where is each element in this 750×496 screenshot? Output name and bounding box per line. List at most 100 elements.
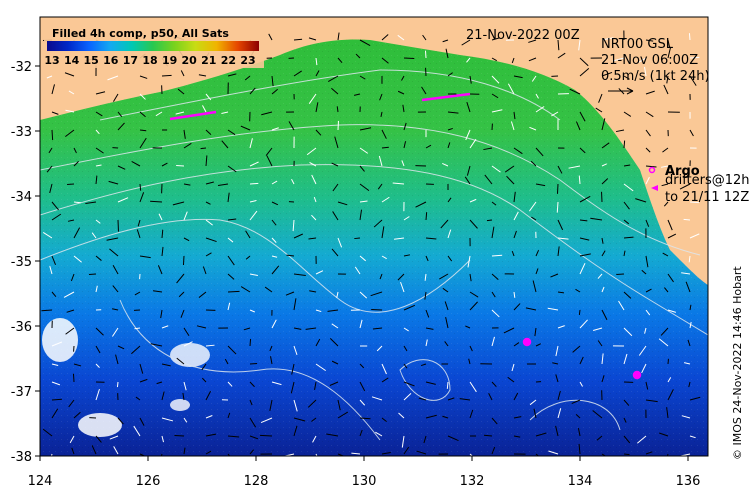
current-vector (601, 142, 610, 149)
current-vector (354, 237, 361, 240)
y-axis-ticks: -32 -33 -34 -35 -36 -37 -38 (11, 60, 40, 465)
date-label: 21-Nov-2022 00Z (466, 28, 580, 43)
current-vector (579, 319, 588, 329)
current-vector (440, 219, 449, 229)
current-vector (623, 236, 634, 239)
current-vector (513, 416, 522, 419)
current-vector (359, 291, 368, 299)
current-vector (513, 211, 519, 221)
current-vector (139, 378, 148, 383)
current-vector (337, 57, 343, 63)
current-vector (425, 237, 437, 240)
current-vector (205, 219, 213, 226)
current-vector (513, 111, 516, 120)
current-vector (403, 345, 408, 352)
current-vector (491, 201, 497, 206)
current-vector (557, 39, 560, 51)
current-vector (180, 70, 185, 77)
current-vector (288, 121, 295, 131)
current-vector (397, 34, 405, 41)
current-vector (557, 408, 562, 419)
current-vector (337, 32, 340, 41)
current-vector (623, 453, 630, 456)
current-vector (359, 319, 363, 329)
current-vector (354, 266, 361, 275)
current-vector (557, 325, 565, 329)
current-vector (117, 165, 126, 170)
current-vector (615, 129, 625, 133)
current-vector (161, 391, 165, 401)
current-vector (112, 308, 119, 311)
colorbar-tick-label: 22 (221, 54, 236, 67)
current-vector (42, 428, 53, 437)
current-vector (504, 165, 515, 173)
current-vector (175, 111, 185, 115)
current-vector (667, 377, 672, 383)
current-vector (513, 342, 520, 347)
current-vector (623, 164, 631, 167)
current-vector (359, 127, 372, 131)
current-vector (425, 212, 428, 221)
current-vector (249, 87, 256, 95)
current-vector (442, 162, 449, 167)
current-vector (329, 337, 339, 347)
current-vector (180, 309, 185, 318)
current-vector (645, 39, 654, 42)
current-vector (227, 412, 231, 419)
drifter-track-2 (421, 92, 471, 102)
current-vector (513, 191, 516, 203)
current-vector (270, 356, 273, 365)
current-vector (662, 147, 669, 153)
colorbar-tick-label: 13 (44, 54, 59, 67)
current-vector (331, 323, 339, 329)
current-vector (641, 269, 647, 275)
current-vector (51, 255, 57, 266)
y-tick-label: -37 (11, 385, 32, 400)
current-vector (95, 129, 100, 135)
current-vector (532, 280, 537, 293)
current-vector (400, 281, 405, 293)
current-vector (424, 291, 427, 300)
current-vector (444, 341, 449, 347)
current-vector (331, 248, 339, 257)
current-vector (381, 226, 385, 239)
current-vector (271, 88, 278, 95)
current-vector (535, 343, 542, 347)
current-vector (598, 93, 603, 103)
current-vector (556, 201, 559, 213)
current-vector (535, 268, 539, 275)
current-vector (658, 338, 669, 347)
current-vector (331, 360, 339, 365)
current-vector (459, 398, 471, 401)
current-vector (507, 83, 515, 95)
current-vector (315, 453, 318, 456)
current-vector (623, 219, 630, 225)
current-vector (205, 391, 212, 401)
current-vector (266, 155, 273, 167)
current-vector (311, 174, 317, 185)
current-vector (418, 397, 427, 401)
current-vector (535, 106, 545, 113)
current-vector (205, 252, 212, 257)
current-vector (513, 435, 521, 438)
current-vector (150, 343, 163, 347)
current-vector (528, 57, 537, 62)
current-vector (465, 325, 471, 329)
current-vector (65, 109, 75, 113)
current-vector (227, 290, 240, 293)
current-vector (51, 341, 63, 347)
current-vector (183, 327, 190, 337)
current-vector (51, 363, 59, 367)
current-vector (373, 219, 383, 228)
current-vector (575, 121, 581, 131)
current-vector (334, 136, 339, 149)
current-vector (661, 183, 669, 187)
current-vector (135, 396, 141, 401)
current-vector (422, 34, 427, 41)
current-vector (663, 84, 669, 95)
current-vector (531, 75, 537, 82)
current-vector (139, 183, 142, 191)
current-vector (623, 353, 628, 365)
current-vector (491, 109, 503, 113)
current-vector (359, 39, 371, 46)
